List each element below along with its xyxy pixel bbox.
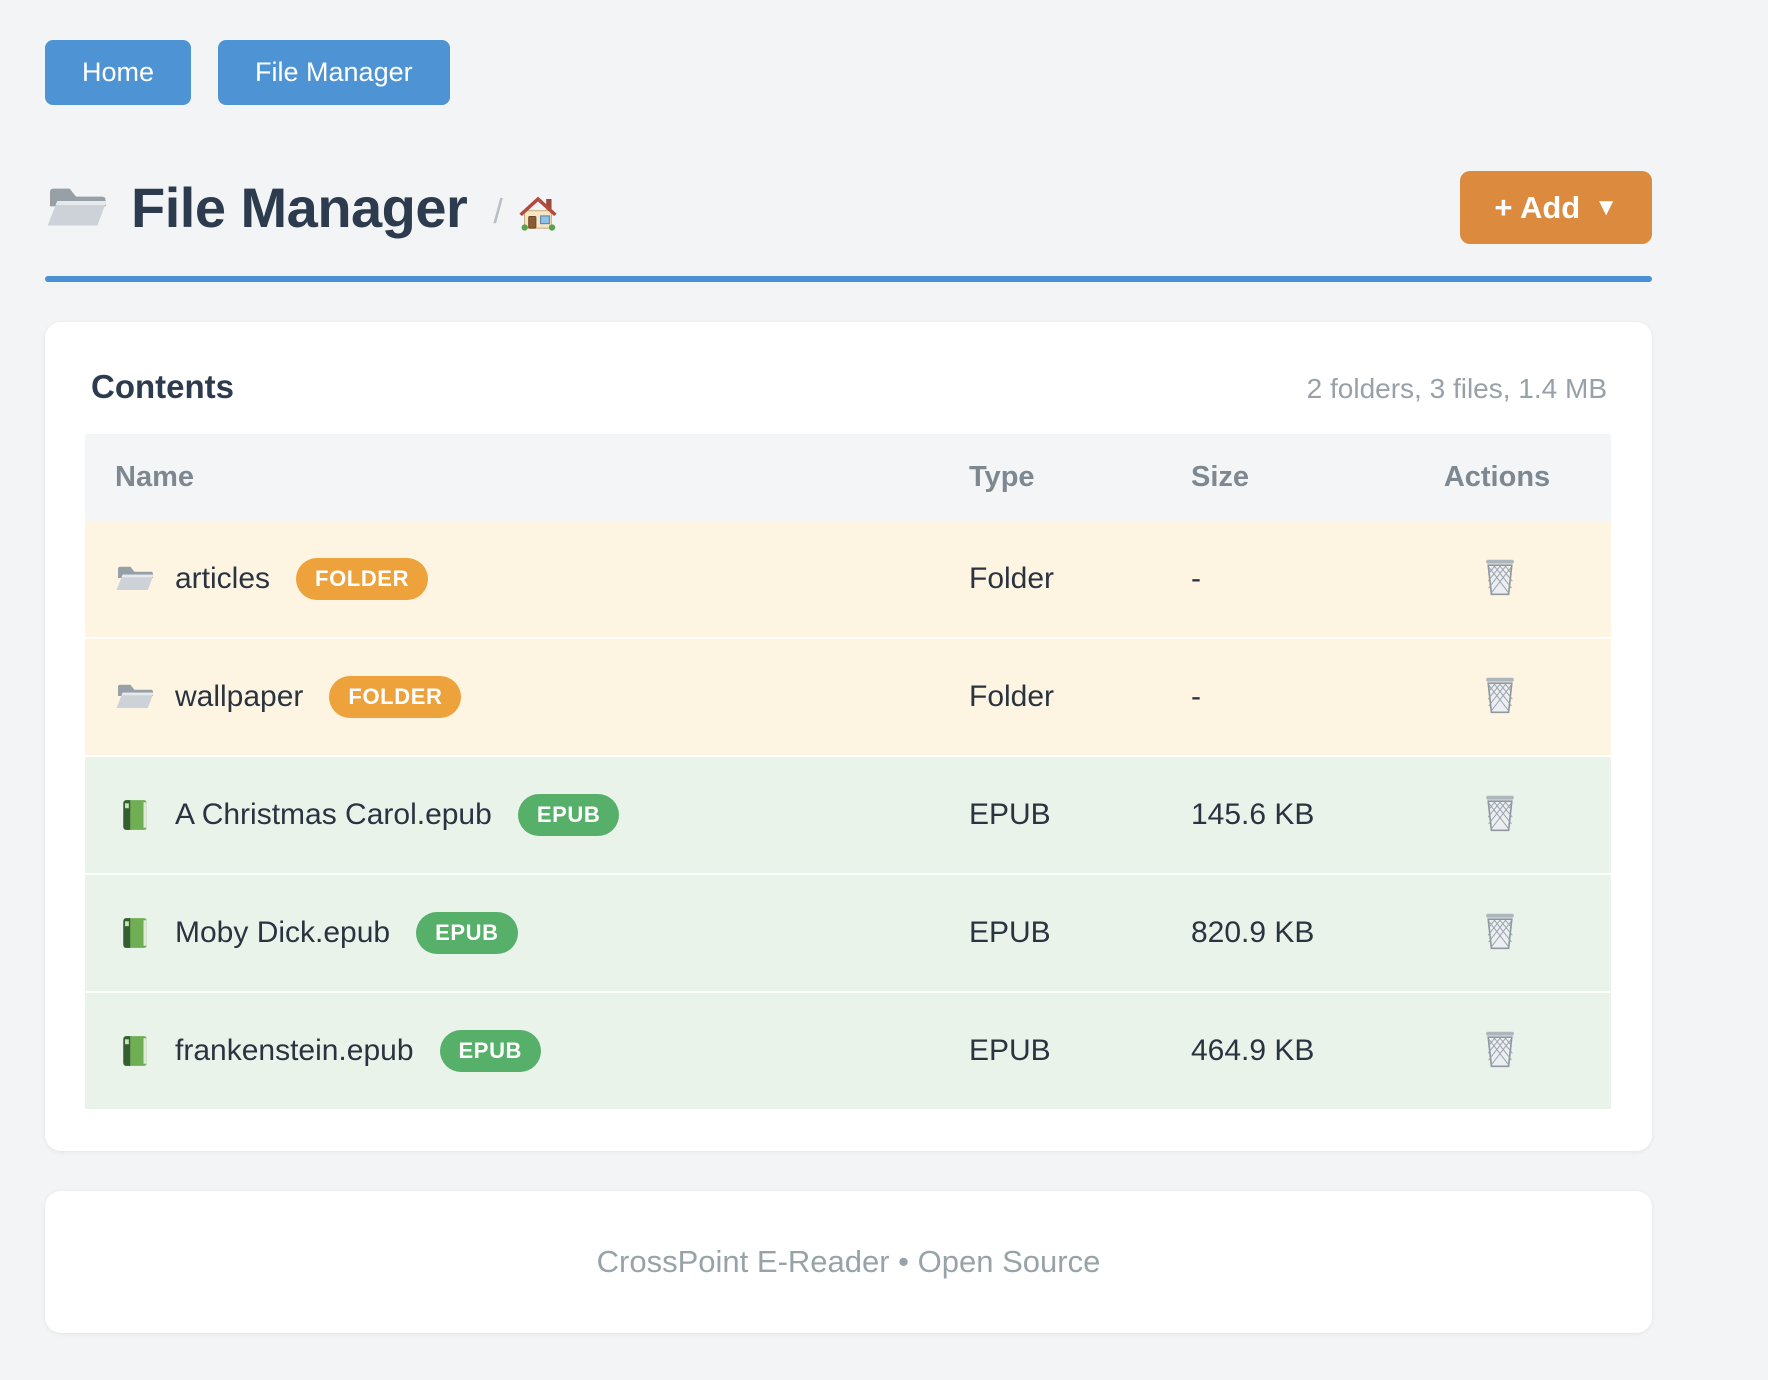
actions-cell [1383,637,1611,756]
book-icon [115,916,155,950]
size-cell: 145.6 KB [1161,755,1383,874]
top-nav: Home File Manager [45,0,1652,105]
file-name: wallpaper [175,680,304,713]
file-name: articles [175,562,271,595]
delete-button[interactable] [1478,552,1522,605]
type-cell: Folder [939,521,1161,638]
title-divider [45,276,1652,282]
actions-cell [1383,521,1611,638]
delete-button[interactable] [1478,906,1522,959]
size-cell: 464.9 KB [1161,991,1383,1109]
name-cell: articles FOLDER [85,521,939,638]
home-icon[interactable] [517,193,559,233]
contents-table: Name Type Size Actions articles FOLDER Fol… [85,434,1611,1109]
column-header-name: Name [85,434,939,521]
name-cell: wallpaper FOLDER [85,637,939,756]
file-name: A Christmas Carol.epub [175,798,492,831]
contents-card: Contents 2 folders, 3 files, 1.4 MB Name… [45,322,1652,1151]
type-badge: FOLDER [296,558,429,600]
trash-icon [1482,795,1518,837]
type-badge: FOLDER [329,676,462,718]
size-cell: - [1161,521,1383,638]
caret-down-icon: ▼ [1594,193,1618,221]
file-name: Moby Dick.epub [175,916,391,949]
type-cell: Folder [939,637,1161,756]
actions-cell [1383,873,1611,992]
contents-table-body: articles FOLDER Folder - wallpaper FOLDER Fold… [85,521,1611,1109]
type-cell: EPUB [939,873,1161,992]
column-header-actions: Actions [1383,434,1611,521]
page-title: File Manager [131,176,468,239]
delete-button[interactable] [1478,670,1522,723]
contents-summary: 2 folders, 3 files, 1.4 MB [1306,373,1607,404]
table-row[interactable]: frankenstein.epub EPUB EPUB 464.9 KB [85,991,1611,1109]
type-badge: EPUB [517,794,620,836]
table-row[interactable]: A Christmas Carol.epub EPUB EPUB 145.6 KB [85,755,1611,874]
trash-icon [1482,913,1518,955]
add-button-label: + Add [1494,190,1581,225]
actions-cell [1383,991,1611,1109]
table-header-row: Name Type Size Actions [85,434,1611,521]
actions-cell [1383,755,1611,874]
folder-icon [45,181,109,235]
trash-icon [1482,1031,1518,1073]
add-button[interactable]: + Add ▼ [1460,171,1652,244]
book-icon [115,798,155,832]
name-cell: Moby Dick.epub EPUB [85,873,939,992]
folder-icon [115,562,155,596]
folder-icon [115,680,155,714]
type-cell: EPUB [939,755,1161,874]
size-cell: - [1161,637,1383,756]
contents-title: Contents [91,368,234,405]
table-row[interactable]: wallpaper FOLDER Folder - [85,637,1611,756]
file-name: frankenstein.epub [175,1034,414,1067]
footer-text: CrossPoint E-Reader • Open Source [596,1244,1101,1279]
column-header-size: Size [1161,434,1383,521]
footer: CrossPoint E-Reader • Open Source [45,1191,1652,1333]
trash-icon [1482,677,1518,719]
type-badge: EPUB [439,1030,542,1072]
delete-button[interactable] [1478,1024,1522,1077]
file-manager-button[interactable]: File Manager [218,40,450,105]
home-button[interactable]: Home [45,40,192,105]
trash-icon [1482,559,1518,601]
column-header-type: Type [939,434,1161,521]
type-badge: EPUB [416,912,518,954]
breadcrumb-separator: / [493,193,503,231]
delete-button[interactable] [1478,788,1522,841]
table-row[interactable]: articles FOLDER Folder - [85,521,1611,638]
size-cell: 820.9 KB [1161,873,1383,992]
page-header: File Manager / + Add ▼ [45,171,1652,244]
type-cell: EPUB [939,991,1161,1109]
book-icon [115,1034,155,1068]
table-row[interactable]: Moby Dick.epub EPUB EPUB 820.9 KB [85,873,1611,992]
name-cell: frankenstein.epub EPUB [85,991,939,1109]
name-cell: A Christmas Carol.epub EPUB [85,755,939,874]
